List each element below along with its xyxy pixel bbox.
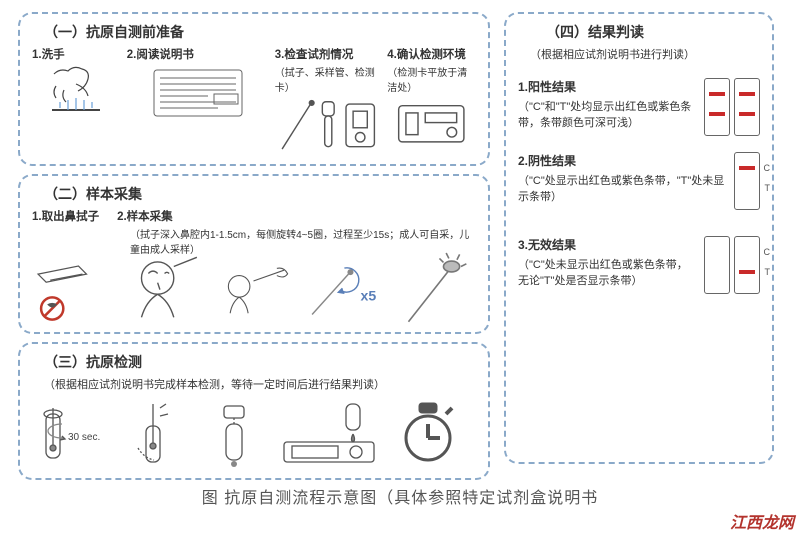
t-band — [739, 112, 755, 116]
panel-result-interpretation: （四）结果判读 （根据相应试剂说明书进行判读） 1.阳性结果 （"C"和"T"处均… — [504, 12, 774, 464]
result-block: 2.阴性结果 （"C"处显示出红色或紫色条带，"T"处未显示条带）CT — [518, 152, 760, 210]
c-label: C — [764, 247, 771, 257]
results-container: 1.阳性结果（"C"和"T"处均显示出红色或紫色条带，条带颜色可深可浅）CT2.… — [518, 78, 760, 294]
c-label: C — [764, 163, 771, 173]
swab-tip-icon — [395, 260, 476, 322]
result-desc: （"C"处未显示出红色或紫色条带，无论"T"处是否显示条带） — [518, 256, 696, 288]
rotate-x5-icon: x5 — [304, 260, 385, 322]
section2-labels: 1.取出鼻拭子 2.样本采集 — [32, 208, 476, 224]
cap-tube-icon — [210, 398, 260, 468]
adult-self-swab-icon — [123, 260, 204, 322]
child-assisted-swab-icon — [214, 260, 295, 322]
t-band — [709, 112, 725, 116]
panel-sample-collection: （二）样本采集 1.取出鼻拭子 2.样本采集 （拭子深入鼻腔内1-1.5cm，每… — [18, 174, 490, 334]
manual-icon — [127, 64, 269, 122]
step-environment: 4.确认检测环境 （检测卡平放于清洁处） — [387, 46, 476, 154]
section1-steps: 1.洗手 2.阅读说明书 3.检查试剂情况 （拭子、采样管、检测卡） — [32, 46, 476, 154]
watermark: 江西龙网 — [730, 509, 794, 533]
result-block: 1.阳性结果 （"C"和"T"处均显示出红色或紫色条带，条带颜色可深可浅）CT — [518, 78, 760, 136]
result-title: 2.阴性结果 — [518, 152, 726, 169]
cassette-pair: CTCT — [704, 236, 760, 294]
c-band — [739, 166, 755, 170]
swab-in-tube-icon: 30 sec. — [32, 398, 112, 468]
left-column: （一）抗原自测前准备 1.洗手 2.阅读说明书 3.检查试剂情况 （拭子、采 — [18, 12, 490, 474]
t-label: T — [765, 267, 771, 277]
remove-swab-icon — [126, 398, 196, 468]
right-column: （四）结果判读 （根据相应试剂说明书进行判读） 1.阳性结果 （"C"和"T"处均… — [504, 12, 774, 474]
section4-subtitle: （根据相应试剂说明书进行判读） — [530, 46, 760, 62]
result-title: 3.无效结果 — [518, 236, 696, 253]
section1-title: （一）抗原自测前准备 — [44, 22, 476, 42]
wash-hands-icon — [32, 64, 121, 122]
t-band — [739, 270, 755, 274]
t-label: T — [765, 183, 771, 193]
kit-items-icon — [275, 96, 382, 154]
cassette-pair: CT — [704, 78, 760, 136]
test-cassette: CT — [704, 236, 730, 294]
figure-caption: 图 抗原自测流程示意图（具体参照特定试剂盒说明书 — [0, 478, 800, 508]
c-band — [709, 92, 725, 96]
result-text: 1.阳性结果 （"C"和"T"处均显示出红色或紫色条带，条带颜色可深可浅） — [518, 78, 696, 130]
svg-text:30 sec.: 30 sec. — [68, 432, 100, 443]
section3-icons: 30 sec. — [32, 398, 476, 468]
result-text: 2.阴性结果 （"C"处显示出红色或紫色条带，"T"处未显示条带） — [518, 152, 726, 204]
panel-preparation: （一）抗原自测前准备 1.洗手 2.阅读说明书 3.检查试剂情况 （拭子、采 — [18, 12, 490, 166]
section4-title: （四）结果判读 — [546, 22, 760, 42]
section2-icons: x5 — [32, 260, 476, 322]
result-title: 1.阳性结果 — [518, 78, 696, 95]
c-band — [739, 92, 755, 96]
test-cassette: CT — [734, 152, 760, 210]
test-cassette: CT — [704, 78, 730, 136]
cassette-flat-icon — [387, 96, 476, 154]
svg-text:x5: x5 — [361, 287, 377, 303]
panel-antigen-test: （三）抗原检测 （根据相应试剂说明书完成样本检测，等待一定时间后进行结果判读） … — [18, 342, 490, 480]
result-text: 3.无效结果 （"C"处未显示出红色或紫色条带，无论"T"处是否显示条带） — [518, 236, 696, 288]
test-cassette: CT — [734, 236, 760, 294]
result-desc: （"C"处显示出红色或紫色条带，"T"处未显示条带） — [518, 172, 726, 204]
section3-subtitle: （根据相应试剂说明书完成样本检测，等待一定时间后进行结果判读） — [44, 376, 476, 392]
section3-title: （三）抗原检测 — [44, 352, 476, 372]
step-check-kit: 3.检查试剂情况 （拭子、采样管、检测卡） — [275, 46, 382, 154]
swab-package-icon — [32, 260, 113, 322]
test-cassette — [734, 78, 760, 136]
section2-title: （二）样本采集 — [44, 184, 476, 204]
drop-on-cassette-icon — [274, 398, 384, 468]
step-wash-hands: 1.洗手 — [32, 46, 121, 154]
clock-icon — [398, 398, 458, 468]
result-desc: （"C"和"T"处均显示出红色或紫色条带，条带颜色可深可浅） — [518, 98, 696, 130]
main-layout: （一）抗原自测前准备 1.洗手 2.阅读说明书 3.检查试剂情况 （拭子、采 — [0, 0, 800, 478]
cassette-pair: CT — [734, 152, 760, 210]
result-block: 3.无效结果（"C"处未显示出红色或紫色条带，无论"T"处是否显示条带）CTCT — [518, 236, 760, 294]
step-read-manual: 2.阅读说明书 — [127, 46, 269, 154]
